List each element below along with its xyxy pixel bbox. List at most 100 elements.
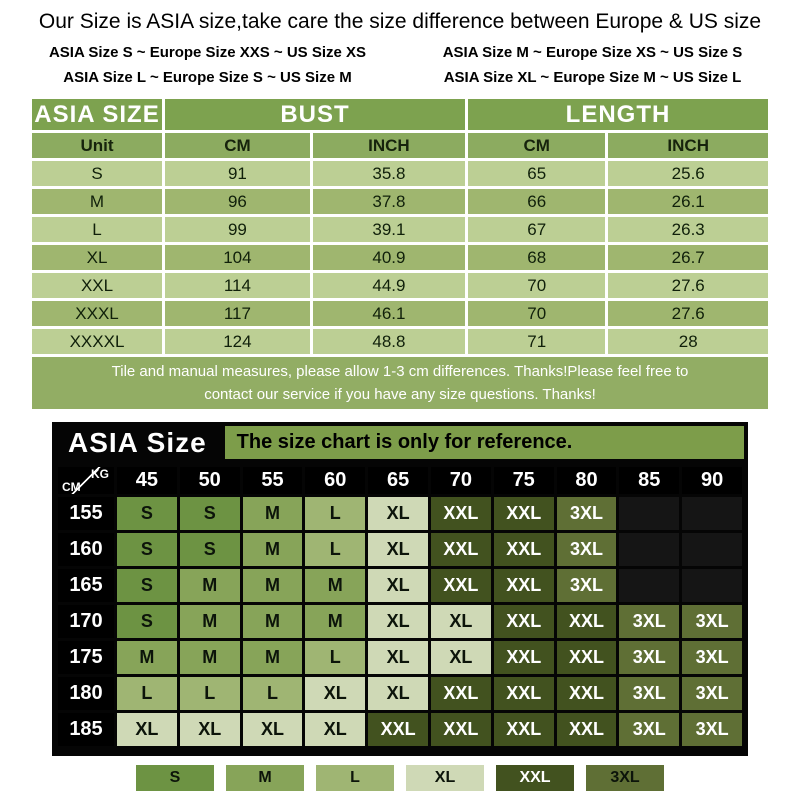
size-matrix-cell: XL	[305, 677, 366, 710]
size-matrix-cell: XL	[368, 497, 428, 530]
measure-cell: 104	[162, 242, 313, 273]
weight-column-header: 90	[682, 467, 742, 494]
header-asia-size: ASIA SIZE	[28, 96, 166, 133]
size-matrix-cell: M	[179, 641, 240, 674]
weight-height-size-chart: ASIA Size The size chart is only for ref…	[52, 422, 748, 756]
measure-cell: 26.7	[605, 242, 771, 273]
conversion-line-s: ASIA Size S ~ Europe Size XXS ~ US Size …	[48, 44, 367, 61]
measure-cell: 26.3	[605, 214, 771, 245]
size-matrix-cell: 3XL	[556, 569, 617, 602]
size-matrix-cell: S	[179, 533, 240, 566]
size-matrix-cell: XXL	[556, 713, 617, 746]
size-matrix-cell: XXL	[556, 677, 617, 710]
size-matrix-cell: 3XL	[682, 641, 742, 674]
size-matrix-cell: XL	[368, 641, 428, 674]
measure-cell: 66	[464, 186, 609, 217]
size-table-header-row: ASIA SIZE BUST LENGTH	[28, 96, 771, 133]
bust-inch-label: INCH	[309, 130, 469, 161]
size-matrix-cell: XL	[368, 533, 428, 566]
size-matrix-cell: XXL	[493, 569, 554, 602]
measure-cell: 70	[464, 298, 609, 329]
size-matrix-cell: XXL	[493, 677, 554, 710]
size-cell: L	[28, 214, 166, 245]
size-matrix-cell: XL	[368, 569, 428, 602]
size-cell: XXXL	[28, 298, 166, 329]
size-matrix-cell: L	[305, 497, 366, 530]
measure-note: Tile and manual measures, please allow 1…	[29, 354, 771, 412]
size-matrix-cell: XL	[242, 713, 303, 746]
size-matrix-cell: 3XL	[682, 713, 742, 746]
measure-cell: 117	[162, 298, 313, 329]
size-matrix-cell: M	[305, 569, 366, 602]
height-row-header: 160	[58, 533, 114, 566]
size-matrix-cell: 3XL	[682, 605, 742, 638]
height-row-header: 165	[58, 569, 114, 602]
weight-column-header: 55	[242, 467, 303, 494]
measure-cell: 37.8	[309, 186, 469, 217]
weight-chart-subtitle: The size chart is only for reference.	[224, 426, 744, 459]
measure-note-line1: Tile and manual measures, please allow 1…	[111, 362, 689, 380]
size-matrix-empty-cell	[682, 533, 742, 566]
size-matrix-cell: M	[179, 569, 240, 602]
weight-column-header: 85	[619, 467, 680, 494]
measure-cell: 48.8	[309, 326, 469, 357]
height-row-header: 180	[58, 677, 114, 710]
size-matrix-cell: XXL	[493, 641, 554, 674]
measure-cell: 71	[464, 326, 609, 357]
measure-cell: 27.6	[605, 298, 771, 329]
size-table-row: S 91 35.8 65 25.6	[28, 158, 771, 189]
measure-cell: 99	[162, 214, 313, 245]
bust-cm-label: CM	[162, 130, 313, 161]
measure-cell: 124	[162, 326, 313, 357]
weight-chart-header: ASIA Size The size chart is only for ref…	[52, 422, 748, 463]
size-cell: XXL	[28, 270, 166, 301]
legend-swatch: XXL	[496, 765, 574, 791]
weight-column-header: 80	[556, 467, 617, 494]
size-matrix-cell: L	[305, 641, 366, 674]
size-table-unit-row: Unit CM INCH CM INCH	[28, 130, 771, 161]
size-measurement-table: ASIA SIZE BUST LENGTH Unit CM INCH CM IN…	[28, 96, 771, 412]
size-table-row: M 96 37.8 66 26.1	[28, 186, 771, 217]
conversion-line-m: ASIA Size M ~ Europe Size XS ~ US Size S	[442, 44, 743, 61]
size-matrix-cell: S	[117, 497, 177, 530]
legend-swatch: M	[226, 765, 304, 791]
size-matrix-cell: M	[242, 605, 303, 638]
size-matrix-cell: 3XL	[619, 605, 680, 638]
size-matrix-empty-cell	[619, 533, 680, 566]
size-table-row: L 99 39.1 67 26.3	[28, 214, 771, 245]
size-matrix-cell: M	[179, 605, 240, 638]
size-matrix-cell: XL	[430, 605, 491, 638]
size-matrix-cell: M	[242, 641, 303, 674]
kg-axis-label: KG	[91, 467, 109, 481]
size-matrix-cell: XL	[305, 713, 366, 746]
size-matrix-cell: XXL	[430, 497, 491, 530]
weight-column-header: 65	[368, 467, 428, 494]
size-matrix-cell: 3XL	[556, 533, 617, 566]
height-row-header: 185	[58, 713, 114, 746]
size-matrix-cell: XXL	[368, 713, 428, 746]
size-cell: M	[28, 186, 166, 217]
unit-label: Unit	[28, 130, 166, 161]
measure-cell: 44.9	[309, 270, 469, 301]
size-matrix-cell: XXL	[430, 677, 491, 710]
cm-axis-label: CM	[62, 480, 81, 494]
size-matrix-cell: M	[305, 605, 366, 638]
size-matrix-cell: XL	[368, 605, 428, 638]
size-table-note-row: Tile and manual measures, please allow 1…	[29, 354, 771, 412]
size-matrix-cell: L	[117, 677, 177, 710]
weight-column-header: 75	[493, 467, 554, 494]
header-bust: BUST	[162, 96, 468, 133]
size-matrix-empty-cell	[682, 497, 742, 530]
kg-cm-corner-cell: KG CM	[58, 467, 114, 494]
measure-cell: 46.1	[309, 298, 469, 329]
weight-column-header: 60	[305, 467, 366, 494]
measure-cell: 39.1	[309, 214, 469, 245]
size-matrix-cell: XXL	[430, 569, 491, 602]
size-matrix-cell: XXL	[430, 533, 491, 566]
legend-swatch: S	[136, 765, 214, 791]
measure-note-line2: contact our service if you have any size…	[204, 386, 596, 403]
size-matrix-empty-cell	[619, 569, 680, 602]
size-cell: XXXXL	[28, 326, 166, 357]
size-cell: XL	[28, 242, 166, 273]
